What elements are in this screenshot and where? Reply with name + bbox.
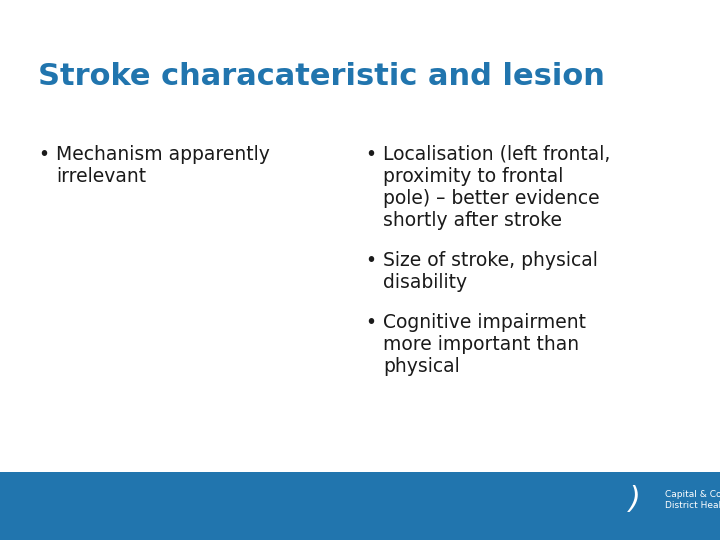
- Text: shortly after stroke: shortly after stroke: [383, 211, 562, 230]
- Text: Cognitive impairment: Cognitive impairment: [383, 313, 586, 332]
- Text: irrelevant: irrelevant: [56, 167, 146, 186]
- Text: •: •: [365, 145, 376, 164]
- Text: Capital & Coast
District Health Board: Capital & Coast District Health Board: [665, 490, 720, 510]
- Text: pole) – better evidence: pole) – better evidence: [383, 189, 600, 208]
- Text: •: •: [365, 251, 376, 270]
- Text: •: •: [365, 313, 376, 332]
- Text: disability: disability: [383, 273, 467, 292]
- Text: more important than: more important than: [383, 335, 579, 354]
- Text: Stroke characateristic and lesion: Stroke characateristic and lesion: [38, 62, 605, 91]
- Text: physical: physical: [383, 357, 460, 376]
- Text: ): ): [629, 485, 641, 515]
- Bar: [0, 472, 720, 540]
- Text: proximity to frontal: proximity to frontal: [383, 167, 563, 186]
- Text: •: •: [38, 145, 49, 164]
- Text: Size of stroke, physical: Size of stroke, physical: [383, 251, 598, 270]
- Text: Localisation (left frontal,: Localisation (left frontal,: [383, 145, 611, 164]
- Text: Mechanism apparently: Mechanism apparently: [56, 145, 270, 164]
